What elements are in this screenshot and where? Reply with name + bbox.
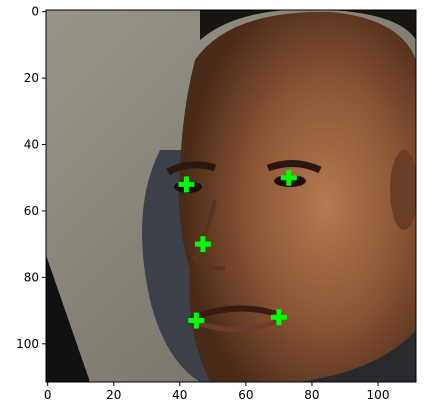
x-tick-label: 60	[238, 388, 253, 402]
landmark-point	[270, 309, 287, 326]
y-axis: 0 20 40 60 80 100	[16, 5, 46, 351]
axes-frame	[45, 9, 417, 383]
y-tick-label: 0	[31, 5, 39, 19]
y-tick-label: 20	[24, 71, 39, 85]
y-tick-label: 80	[24, 270, 39, 284]
y-tick-label: 100	[16, 337, 39, 351]
x-tick-label: 100	[367, 388, 390, 402]
background-photo	[46, 10, 416, 382]
landmark-markers	[178, 169, 297, 329]
y-tick-label: 60	[24, 204, 39, 218]
x-tick-label: 80	[304, 388, 319, 402]
x-tick-label: 0	[44, 388, 52, 402]
landmark-point	[194, 236, 211, 253]
landmark-point	[280, 169, 297, 186]
x-axis: 0 20 40 60 80 100	[44, 382, 390, 402]
landmark-point	[188, 312, 205, 329]
landmark-point	[178, 176, 195, 193]
y-tick-label: 40	[24, 138, 39, 152]
x-tick-label: 40	[172, 388, 187, 402]
x-tick-label: 20	[106, 388, 121, 402]
